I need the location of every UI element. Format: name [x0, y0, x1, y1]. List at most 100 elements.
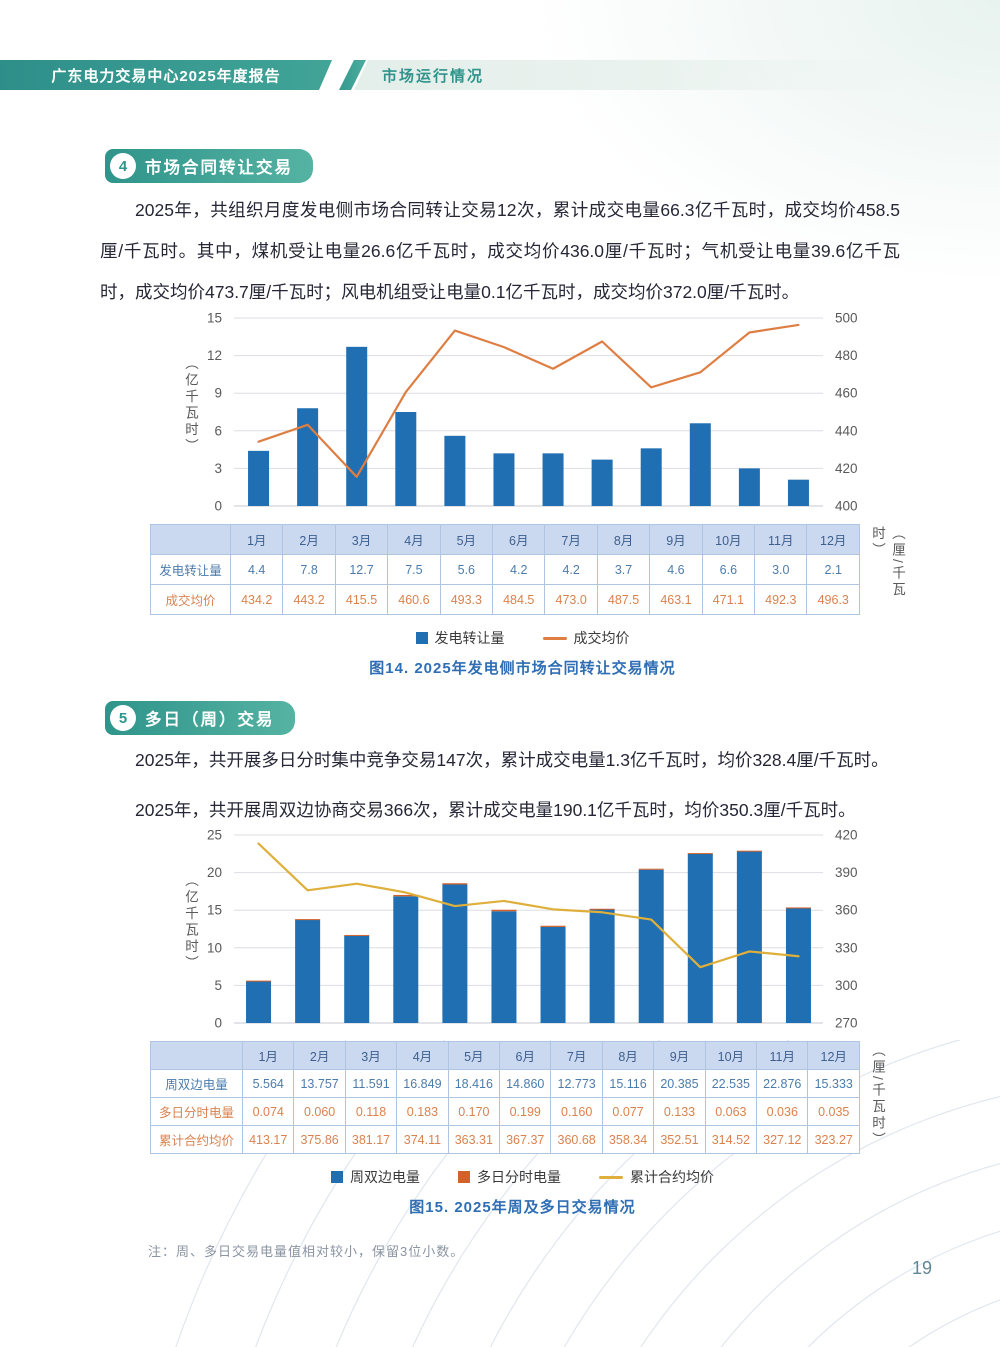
table-cell: 12月: [807, 1041, 860, 1070]
right-axis-tick: 390: [835, 865, 858, 880]
table-cell: 11月: [756, 1041, 809, 1070]
legend-label: 成交均价: [573, 630, 630, 646]
bar-多日分时电量: [393, 894, 419, 897]
table-cell: 22.876: [756, 1069, 809, 1098]
legend-square-icon: [415, 632, 428, 644]
left-axis-tick: 25: [207, 828, 222, 843]
bar-周双边电量: [344, 935, 370, 1023]
table-cell: 4月: [387, 524, 441, 555]
legend-item-周双边电量: 周双边电量: [331, 1167, 420, 1187]
section-5-title: 多日（周）交易: [145, 711, 275, 729]
left-axis-tick: 12: [207, 348, 222, 363]
table-cell: 460.6: [387, 584, 441, 615]
bar-周双边电量: [442, 884, 468, 1023]
table-cell: [150, 524, 231, 555]
table-cell: 0.060: [293, 1097, 346, 1126]
right-axis-label: （厘/千瓦时）: [870, 526, 905, 599]
chart-caption: 图15. 2025年周及多日交易情况: [409, 1199, 636, 1216]
left-axis-tick: 15: [207, 311, 222, 326]
chart-plot: 0 3 6 9 12 15 400 420 440 460 480 500: [207, 311, 858, 514]
table-cell: 375.86: [293, 1125, 346, 1154]
page-number: 19: [912, 1258, 933, 1278]
chart-legend: 发电转让量 成交均价: [150, 628, 895, 648]
bar-多日分时电量: [344, 934, 370, 936]
table-cell: 15.116: [601, 1069, 655, 1098]
table-cell: 7月: [544, 524, 598, 555]
section-4-title: 市场合同转让交易: [145, 159, 293, 177]
legend-label: 累计合约均价: [630, 1169, 714, 1185]
bar-多日分时电量: [589, 908, 615, 910]
table-cell: 累计合约均价: [150, 1125, 243, 1154]
table-cell: 496.3: [806, 584, 860, 615]
table-row-周双边电量: 周双边电量 5.564 13.757 11.591 16.849 18.416 14.860…: [150, 1069, 860, 1098]
left-axis-tick: 3: [214, 461, 222, 476]
left-axis-tick: 10: [207, 940, 222, 955]
table-cell: 1月: [241, 1041, 295, 1070]
table-cell: 4.2: [492, 554, 546, 585]
table-cell: 9月: [649, 524, 703, 555]
table-cell: 2月: [282, 524, 336, 555]
table-cell: 4.4: [229, 554, 284, 585]
table-cell: 314.52: [704, 1125, 758, 1154]
bar-发电转让量: [395, 412, 417, 506]
table-cell: 487.5: [596, 584, 651, 615]
bar-多日分时电量: [442, 883, 468, 885]
table-cell: 6月: [499, 1041, 552, 1070]
table-cell: 6.6: [701, 554, 756, 585]
table-cell: 434.2: [229, 584, 284, 615]
table-cell: 9月: [653, 1041, 706, 1070]
table-cell: 20.385: [653, 1069, 706, 1098]
bar-多日分时电量: [736, 850, 762, 852]
table-cell: 381.17: [344, 1125, 398, 1154]
table-cell: 12.7: [334, 554, 389, 585]
data-table: 1月 2月 3月 4月 5月 6月 7月 8月 9月 10月 11月 12月 周双边电量 5.564 13.…: [150, 1041, 860, 1154]
table-cell: 327.12: [756, 1125, 809, 1154]
figure-15-weekly-multiday-chart: 0 5 10 15 20 25 270 300 330 360 390 420 （亿千瓦时） 1月 2月 3月…: [150, 827, 895, 1217]
table-cell: 0.133: [653, 1097, 706, 1126]
data-table-wrap: 1月 2月 3月 4月 5月 6月 7月 8月 9月 10月 11月 12月 发电转让量 4.4 7.8 12…: [150, 524, 905, 615]
legend-square-icon: [458, 1171, 470, 1183]
right-axis-tick: 420: [835, 461, 858, 476]
bar-发电转让量: [689, 423, 711, 506]
bar-周双边电量: [491, 911, 517, 1023]
section-5-badge: 5 多日（周）交易: [105, 701, 295, 735]
right-axis-tick: 460: [835, 386, 858, 401]
table-cell: 11.591: [344, 1069, 398, 1098]
left-axis-label: （亿千瓦时）: [183, 356, 198, 455]
bar-发电转让量: [591, 459, 613, 506]
legend-line-icon: [542, 636, 567, 640]
table-cell: 413.17: [241, 1125, 295, 1154]
table-cell: 0.170: [447, 1097, 501, 1126]
table-row-累计合约均价: 累计合约均价 413.17 375.86 381.17 374.11 363.31 367.…: [150, 1125, 860, 1154]
table-cell: 0.074: [241, 1097, 295, 1126]
bar-发电转让量: [738, 468, 760, 506]
table-cell: 11月: [754, 524, 808, 555]
left-axis-label: （亿千瓦时）: [183, 873, 198, 972]
table-cell: 0.063: [704, 1097, 758, 1126]
table-cell: 4.6: [649, 554, 703, 585]
bar-多日分时电量: [638, 868, 664, 870]
right-axis-tick: 480: [835, 348, 858, 363]
table-cell: 18.416: [447, 1069, 501, 1098]
chart-legend: 周双边电量 多日分时电量 累计合约均价: [150, 1167, 895, 1187]
right-axis-tick: 330: [835, 940, 858, 955]
right-axis-tick: 420: [835, 828, 858, 843]
line-累计合约均价: [257, 842, 800, 969]
table-cell: 10月: [701, 524, 756, 555]
right-axis-label: （厘/千瓦时）: [870, 1043, 885, 1149]
page-header: 广东电力交易中心2025年度报告 市场运行情况: [0, 60, 1000, 90]
table-cell: 3.0: [754, 554, 808, 585]
table-cell: 周双边电量: [150, 1069, 243, 1098]
right-axis-tick: 300: [835, 978, 858, 993]
table-cell: 3.7: [596, 554, 651, 585]
right-axis-tick: 270: [835, 1016, 858, 1031]
table-cell: 358.34: [601, 1125, 655, 1154]
table-cell: 367.37: [499, 1125, 552, 1154]
table-cell: 8月: [601, 1041, 655, 1070]
bar-周双边电量: [393, 896, 419, 1023]
legend-item-成交均价: 成交均价: [542, 628, 630, 648]
section-4-paragraph: 2025年，共组织月度发电侧市场合同转让交易12次，累计成交电量66.3亿千瓦时…: [100, 200, 900, 302]
table-cell: 10月: [704, 1041, 758, 1070]
table-cell: 463.1: [649, 584, 703, 615]
table-header-row: 1月 2月 3月 4月 5月 6月 7月 8月 9月 10月 11月 12月: [150, 1041, 860, 1070]
